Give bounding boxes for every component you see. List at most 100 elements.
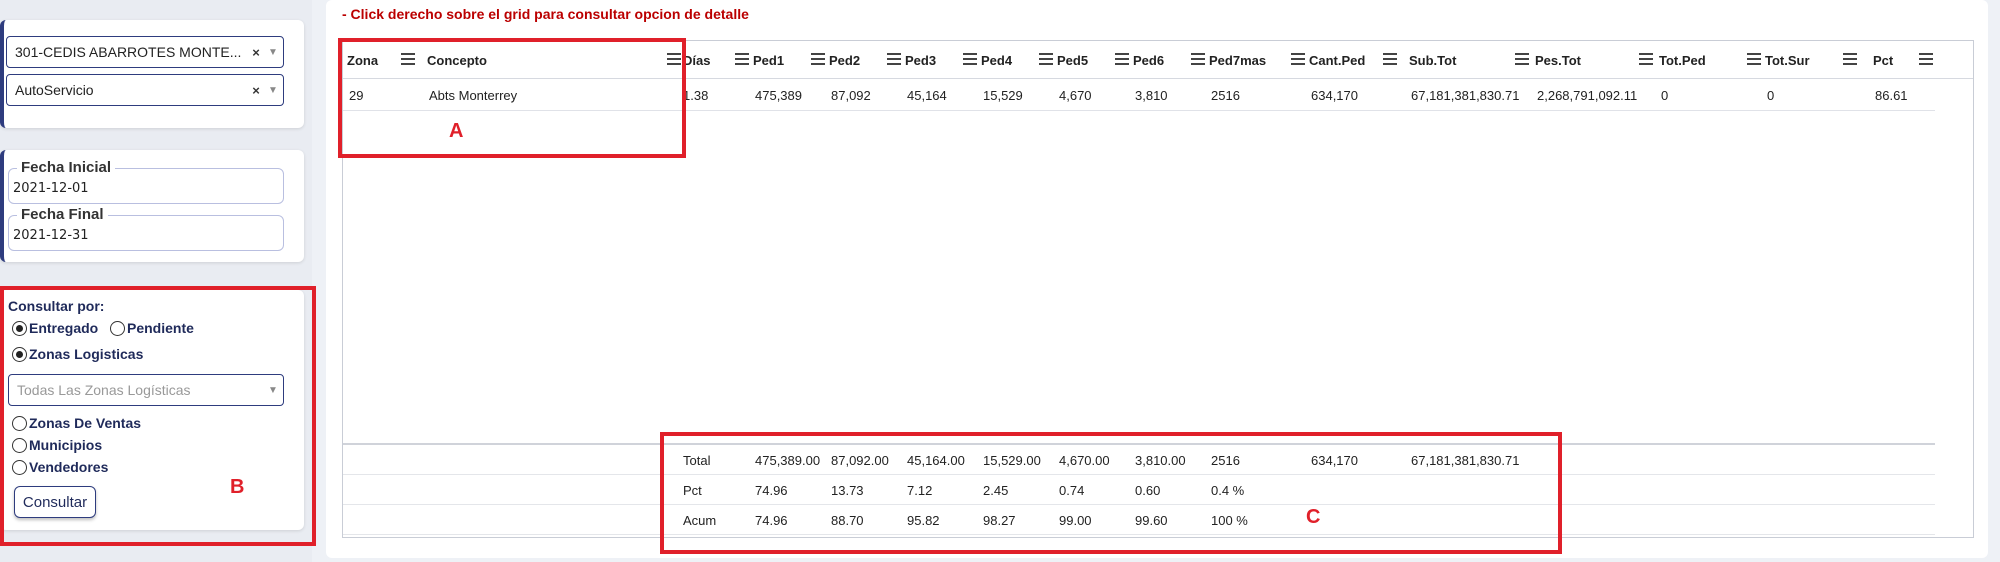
cell-tot-ped: 0 <box>1661 87 1669 103</box>
canal-select[interactable]: AutoServicio × ▼ <box>6 74 284 106</box>
radio-unselected-icon[interactable] <box>12 459 27 475</box>
radio-unselected-icon[interactable] <box>12 415 27 431</box>
menu-icon[interactable] <box>735 53 749 65</box>
radio-unselected-icon[interactable] <box>12 437 27 453</box>
col-header-cant-ped[interactable]: Cant.Ped <box>1309 41 1365 79</box>
radio-zonas-ventas-label: Zonas De Ventas <box>29 415 142 431</box>
radio-selected-icon[interactable] <box>12 320 27 336</box>
chevron-down-icon[interactable]: ▼ <box>268 84 278 96</box>
col-header-label: Ped2 <box>829 52 861 68</box>
annotation-box-a <box>338 38 686 158</box>
radio-pendiente[interactable]: Pendiente <box>110 320 194 336</box>
fecha-final-label: Fecha Final <box>17 206 108 223</box>
menu-icon[interactable] <box>1291 53 1305 65</box>
radio-unselected-icon[interactable] <box>110 320 125 336</box>
menu-icon[interactable] <box>1039 53 1053 65</box>
totals-cell: 475,389.00 <box>755 452 821 468</box>
col-header-pes-tot[interactable]: Pes.Tot <box>1535 41 1581 79</box>
menu-icon[interactable] <box>887 53 901 65</box>
col-header-ped6[interactable]: Ped6 <box>1133 41 1164 79</box>
cell-tot-sur: 0 <box>1767 87 1775 103</box>
cell-dias: 1.38 <box>683 87 709 103</box>
col-header-label: Ped1 <box>753 52 785 68</box>
totals-cell: 0.74 <box>1059 482 1085 498</box>
cell-ped1: 475,389 <box>755 87 802 103</box>
totals-cell: 67,181,381,830.71 <box>1411 452 1520 468</box>
cell-pct: 86.61 <box>1875 87 1908 103</box>
totals-cell: 3,810.00 <box>1135 452 1186 468</box>
col-header-label: Sub.Tot <box>1409 52 1457 68</box>
menu-icon[interactable] <box>1843 53 1857 65</box>
menu-icon[interactable] <box>1191 53 1205 65</box>
menu-icon[interactable] <box>811 53 825 65</box>
col-header-sub-tot[interactable]: Sub.Tot <box>1409 41 1456 79</box>
consultar-button[interactable]: Consultar <box>14 486 96 518</box>
data-grid[interactable]: Zona Concepto Días Ped1 Ped2 Ped3 Ped4 P… <box>342 40 1974 538</box>
col-header-tot-ped[interactable]: Tot.Ped <box>1659 41 1706 79</box>
cell-pes-tot: 2,268,791,092.11 <box>1537 87 1638 103</box>
col-header-label: Cant.Ped <box>1309 52 1366 68</box>
totals-cell: 0.4 % <box>1211 482 1245 498</box>
radio-zonas-logisticas[interactable]: Zonas Logisticas <box>12 346 143 362</box>
totals-label: Pct <box>683 482 702 498</box>
cell-concepto: Abts Monterrey <box>429 87 518 103</box>
consultar-por-label: Consultar por: <box>8 298 105 314</box>
zonas-select[interactable]: Todas Las Zonas Logísticas ▼ <box>8 374 284 406</box>
fecha-final-value[interactable]: 2021-12-31 <box>13 228 89 243</box>
col-header-ped2[interactable]: Ped2 <box>829 41 860 79</box>
col-header-label: Pes.Tot <box>1535 52 1581 68</box>
cedis-select[interactable]: 301-CEDIS ABARROTES MONTE... × ▼ <box>6 36 284 68</box>
col-header-ped3[interactable]: Ped3 <box>905 41 936 79</box>
totals-cell: 99.00 <box>1059 512 1092 528</box>
clear-icon[interactable]: × <box>252 82 260 98</box>
menu-icon[interactable] <box>1115 53 1129 65</box>
col-header-label: Ped7mas <box>1209 52 1267 68</box>
menu-icon[interactable] <box>667 53 681 65</box>
menu-icon[interactable] <box>1515 53 1529 65</box>
fecha-inicial-value[interactable]: 2021-12-01 <box>13 181 89 196</box>
totals-cell: 634,170 <box>1311 452 1358 468</box>
col-header-ped1[interactable]: Ped1 <box>753 41 784 79</box>
totals-row-pct: Pct 74.96 13.73 7.12 2.45 0.74 0.60 0.4 … <box>343 475 1935 505</box>
menu-icon[interactable] <box>1383 53 1397 65</box>
radio-vendedores-label: Vendedores <box>29 459 109 475</box>
col-header-ped7mas[interactable]: Ped7mas <box>1209 41 1266 79</box>
clear-icon[interactable]: × <box>252 44 260 60</box>
menu-icon[interactable] <box>963 53 977 65</box>
radio-zonas-ventas[interactable]: Zonas De Ventas <box>12 415 141 431</box>
radio-vendedores[interactable]: Vendedores <box>12 459 108 475</box>
totals-row-acum: Acum 74.96 88.70 95.82 98.27 99.00 99.60… <box>343 505 1935 535</box>
grid-header: Zona Concepto Días Ped1 Ped2 Ped3 Ped4 P… <box>343 41 1973 79</box>
totals-cell: 2.45 <box>983 482 1009 498</box>
col-header-ped5[interactable]: Ped5 <box>1057 41 1088 79</box>
radio-selected-icon[interactable] <box>12 346 27 362</box>
col-header-dias[interactable]: Días <box>683 41 710 79</box>
chevron-down-icon[interactable]: ▼ <box>268 384 278 396</box>
radio-pendiente-label: Pendiente <box>127 320 194 336</box>
cell-ped6: 3,810 <box>1135 87 1168 103</box>
menu-icon[interactable] <box>1919 53 1933 65</box>
cell-cant-ped: 634,170 <box>1311 87 1358 103</box>
totals-cell: 100 % <box>1211 512 1248 528</box>
radio-municipios[interactable]: Municipios <box>12 437 102 453</box>
menu-icon[interactable] <box>401 53 415 65</box>
menu-icon[interactable] <box>1747 53 1761 65</box>
fecha-final-field[interactable]: Fecha Final 2021-12-31 <box>8 206 284 251</box>
col-header-pct[interactable]: Pct <box>1873 41 1893 79</box>
cell-ped5: 4,670 <box>1059 87 1092 103</box>
radio-entregado[interactable]: Entregado <box>12 320 98 336</box>
annotation-box-b <box>0 286 316 546</box>
radio-municipios-label: Municipios <box>29 437 103 453</box>
totals-footer: Total 475,389.00 87,092.00 45,164.00 15,… <box>343 443 1935 539</box>
col-header-label: Ped5 <box>1057 52 1089 68</box>
col-header-tot-sur[interactable]: Tot.Sur <box>1765 41 1810 79</box>
totals-cell: 87,092.00 <box>831 452 889 468</box>
menu-icon[interactable] <box>1639 53 1653 65</box>
fecha-inicial-field[interactable]: Fecha Inicial 2021-12-01 <box>8 159 284 204</box>
col-header-ped4[interactable]: Ped4 <box>981 41 1012 79</box>
col-header-zona[interactable]: Zona <box>347 41 378 79</box>
chevron-down-icon[interactable]: ▼ <box>268 46 278 58</box>
col-header-concepto[interactable]: Concepto <box>427 41 487 79</box>
fecha-inicial-label: Fecha Inicial <box>17 159 116 176</box>
table-row[interactable]: 29 Abts Monterrey 1.38 475,389 87,092 45… <box>343 79 1935 111</box>
